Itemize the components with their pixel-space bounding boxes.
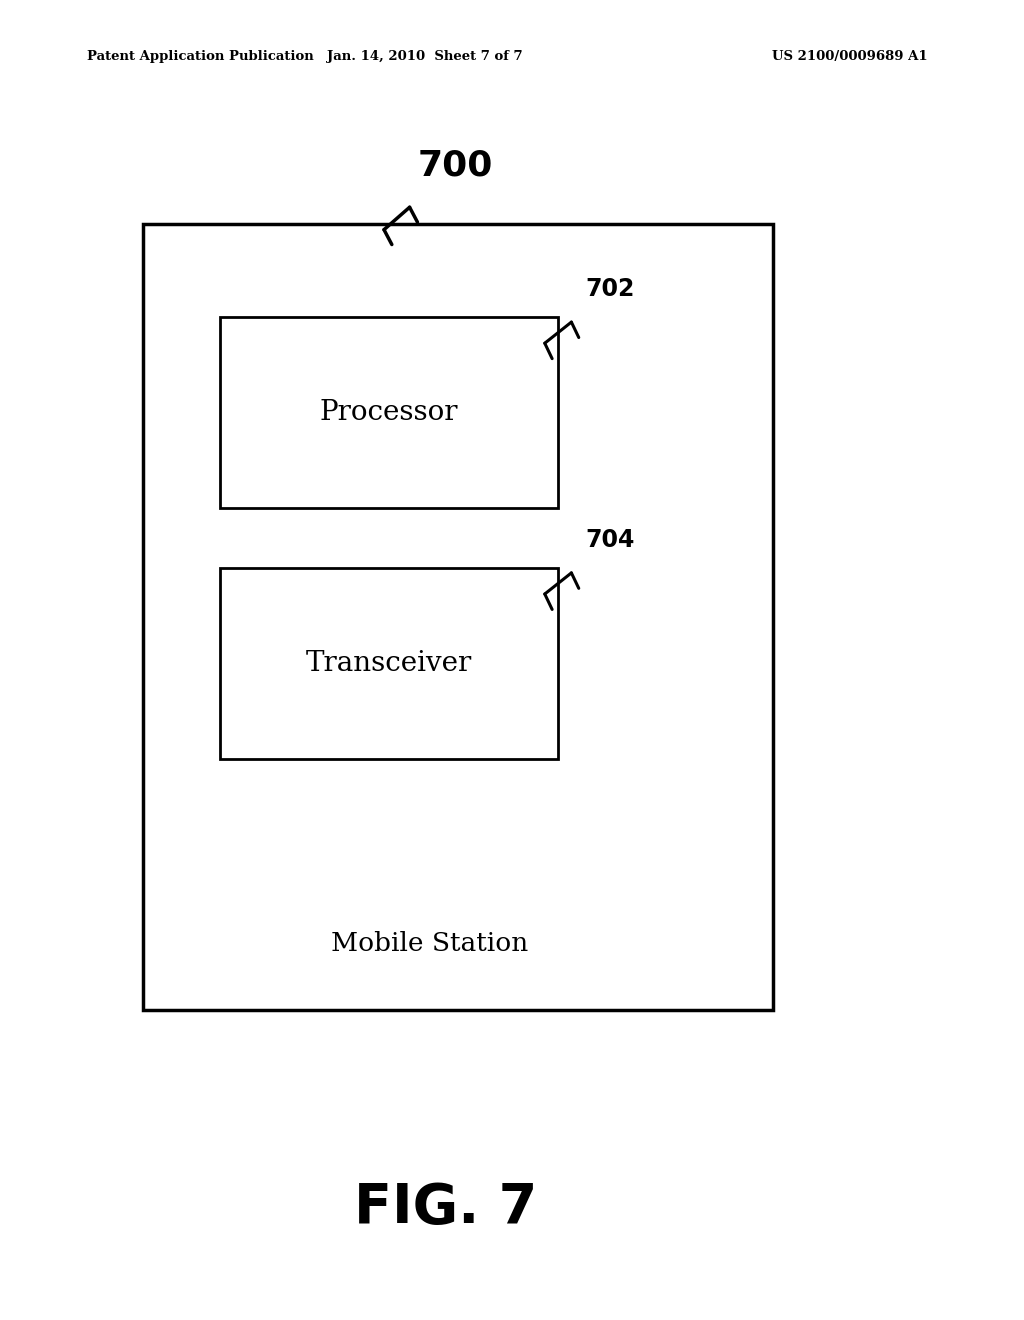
Text: Jan. 14, 2010  Sheet 7 of 7: Jan. 14, 2010 Sheet 7 of 7 <box>327 50 523 63</box>
Bar <box>220 317 558 508</box>
Bar <box>143 224 773 1010</box>
Text: 700: 700 <box>418 148 494 182</box>
Text: Transceiver: Transceiver <box>306 649 472 677</box>
Text: Patent Application Publication: Patent Application Publication <box>87 50 313 63</box>
Text: 702: 702 <box>586 277 635 301</box>
Text: 704: 704 <box>586 528 635 552</box>
Text: Processor: Processor <box>319 399 459 426</box>
Bar <box>220 568 558 759</box>
Text: FIG. 7: FIG. 7 <box>354 1181 537 1234</box>
Text: US 2100/0009689 A1: US 2100/0009689 A1 <box>772 50 928 63</box>
Text: Mobile Station: Mobile Station <box>332 932 528 956</box>
